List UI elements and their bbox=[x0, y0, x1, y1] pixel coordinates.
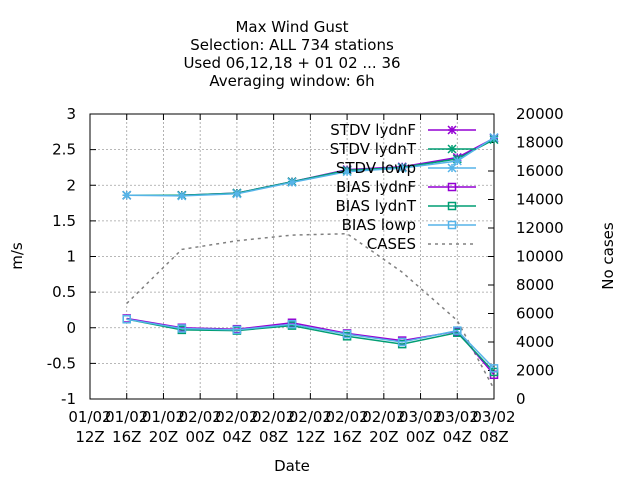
data-point-star bbox=[177, 191, 187, 201]
legend-label: BIAS lowp bbox=[342, 216, 416, 234]
title-line: Max Wind Gust bbox=[235, 18, 348, 36]
data-point-star bbox=[397, 163, 407, 173]
data-point-star bbox=[342, 167, 352, 177]
x-tick-label: 16Z bbox=[332, 428, 361, 446]
x-tick-label: 03/02 bbox=[436, 408, 479, 426]
data-point-star bbox=[447, 125, 457, 135]
series-line bbox=[126, 318, 495, 369]
data-point-square bbox=[122, 314, 131, 324]
x-tick-label: 02/02 bbox=[215, 408, 258, 426]
x-tick-label: 03/02 bbox=[399, 408, 442, 426]
y2-tick-label: 8000 bbox=[516, 276, 554, 294]
x-tick-label: 02/02 bbox=[325, 408, 368, 426]
x-tick-label: 02/02 bbox=[179, 408, 222, 426]
data-point-star bbox=[489, 132, 499, 143]
data-point-star bbox=[452, 156, 462, 166]
y-tick-label: 0.5 bbox=[52, 283, 76, 301]
y2-tick-label: 6000 bbox=[516, 305, 554, 323]
x-tick-label: 04Z bbox=[222, 428, 251, 446]
data-point-star bbox=[447, 144, 457, 154]
y-tick-label: 1.5 bbox=[52, 212, 76, 230]
data-point-square bbox=[447, 201, 457, 211]
data-point-square bbox=[397, 337, 407, 347]
x-tick-label: 08Z bbox=[259, 428, 288, 446]
x-tick-label: 01/02 bbox=[105, 408, 148, 426]
title-line: Averaging window: 6h bbox=[209, 72, 374, 90]
x-axis-label: Date bbox=[274, 457, 310, 475]
series-lines bbox=[122, 132, 499, 390]
axes bbox=[89, 113, 495, 400]
y-tick-label: 2.5 bbox=[52, 141, 76, 159]
legend-label: STDV lowp bbox=[336, 159, 416, 177]
data-point-square bbox=[177, 324, 187, 333]
y2-tick-label: 10000 bbox=[516, 248, 564, 266]
legend-label: BIAS lydnT bbox=[335, 197, 416, 215]
y-tick-label: 2 bbox=[66, 176, 76, 194]
legend-label: BIAS lydnF bbox=[336, 178, 416, 196]
x-tick-label: 02/02 bbox=[252, 408, 295, 426]
x-tick-label: 16Z bbox=[112, 428, 141, 446]
data-point-star bbox=[287, 177, 297, 187]
x-tick-label: 20Z bbox=[369, 428, 398, 446]
data-point-star bbox=[447, 163, 457, 173]
x-tick-label: 02/02 bbox=[289, 408, 332, 426]
x-tick-label: 01/02 bbox=[142, 408, 185, 426]
y-tick-label: -1 bbox=[61, 390, 76, 408]
y2-tick-label: 18000 bbox=[516, 134, 564, 152]
x-tick-label: 12Z bbox=[75, 428, 104, 446]
y-tick-label: -0.5 bbox=[47, 354, 76, 372]
y2-axis-label: No cases bbox=[599, 222, 617, 290]
data-point-square bbox=[447, 220, 457, 230]
title-line: Selection: ALL 734 stations bbox=[190, 36, 394, 54]
series-line bbox=[126, 232, 495, 390]
data-point-star bbox=[232, 189, 242, 199]
data-point-square bbox=[287, 319, 297, 329]
data-point-square bbox=[453, 326, 462, 335]
y2-tick-label: 20000 bbox=[516, 105, 564, 123]
x-tick-label: 02/02 bbox=[362, 408, 405, 426]
y-tick-label: 1 bbox=[66, 248, 76, 266]
y2-tick-label: 2000 bbox=[516, 362, 554, 380]
data-point-square bbox=[232, 325, 242, 335]
y2-tick-label: 4000 bbox=[516, 333, 554, 351]
data-point-square bbox=[342, 329, 352, 339]
y2-tick-label: 14000 bbox=[516, 191, 564, 209]
y-axis-label: m/s bbox=[8, 242, 26, 270]
y2-tick-label: 12000 bbox=[516, 219, 564, 237]
x-tick-label: 04Z bbox=[443, 428, 472, 446]
y2-tick-label: 16000 bbox=[516, 162, 564, 180]
y2-tick-label: 0 bbox=[516, 390, 526, 408]
x-tick-label: 20Z bbox=[149, 428, 178, 446]
y-tick-label: 0 bbox=[66, 319, 76, 337]
data-point-square bbox=[489, 364, 499, 373]
legend-label: STDV lydnT bbox=[330, 140, 417, 158]
legend-label: CASES bbox=[367, 235, 416, 253]
data-point-star bbox=[122, 190, 132, 200]
x-tick-label: 03/02 bbox=[472, 408, 515, 426]
x-tick-label: 12Z bbox=[296, 428, 325, 446]
x-tick-label: 01/02 bbox=[68, 408, 111, 426]
title-line: Used 06,12,18 + 01 02 ... 36 bbox=[183, 54, 400, 72]
x-tick-label: 00Z bbox=[185, 428, 214, 446]
legend-label: STDV lydnF bbox=[330, 121, 416, 139]
x-tick-label: 08Z bbox=[479, 428, 508, 446]
x-tick-label: 00Z bbox=[406, 428, 435, 446]
grid bbox=[89, 113, 495, 400]
series-line bbox=[126, 136, 495, 197]
data-point-square bbox=[447, 182, 457, 192]
tick-labels: -1 -0.5 0 0.5 1 1.5 2 2.5 3 0 2000 4000 6000 8000 1000… bbox=[47, 105, 564, 446]
series-line bbox=[126, 318, 495, 373]
y-tick-label: 3 bbox=[66, 105, 76, 123]
